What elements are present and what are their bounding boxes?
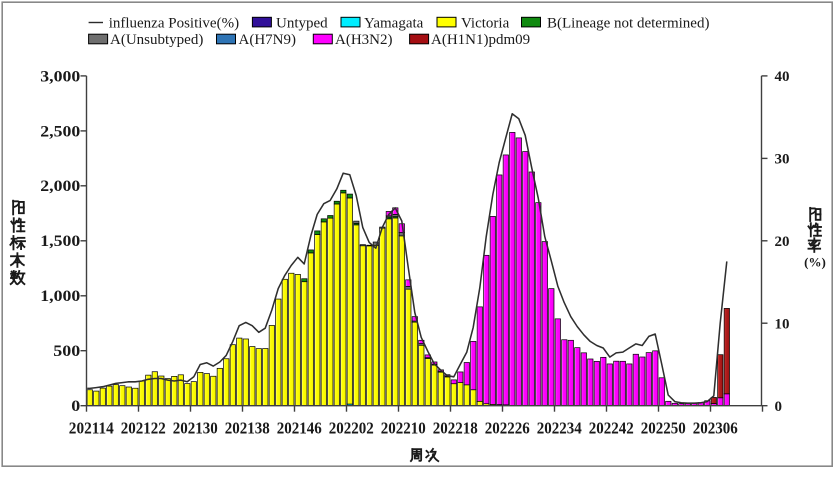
svg-text:2,500: 2,500 bbox=[40, 123, 80, 140]
svg-text:influenza Positive(%): influenza Positive(%) bbox=[109, 15, 239, 31]
svg-text:202242: 202242 bbox=[589, 419, 634, 438]
svg-text:202210: 202210 bbox=[381, 419, 426, 438]
svg-text:3,000: 3,000 bbox=[40, 68, 80, 85]
svg-text:20: 20 bbox=[775, 234, 790, 250]
svg-text:10: 10 bbox=[775, 317, 790, 333]
svg-text:202202: 202202 bbox=[329, 419, 374, 438]
svg-text:0: 0 bbox=[71, 398, 80, 415]
svg-text:A(H7N9): A(H7N9) bbox=[239, 32, 297, 48]
svg-text:202250: 202250 bbox=[641, 419, 686, 438]
svg-text:40: 40 bbox=[775, 69, 790, 85]
svg-text:Victoria: Victoria bbox=[461, 15, 510, 31]
svg-text:500: 500 bbox=[53, 343, 80, 360]
svg-text:2,000: 2,000 bbox=[40, 178, 80, 195]
svg-text:202138: 202138 bbox=[225, 419, 270, 438]
svg-text:A(H3N2): A(H3N2) bbox=[335, 32, 393, 48]
svg-text:202122: 202122 bbox=[121, 419, 166, 438]
svg-text:202226: 202226 bbox=[485, 419, 530, 438]
svg-text:202114: 202114 bbox=[69, 419, 114, 438]
svg-text:30: 30 bbox=[775, 152, 790, 168]
svg-text:0: 0 bbox=[775, 399, 783, 415]
svg-text:A(H1N1)pdm09: A(H1N1)pdm09 bbox=[431, 32, 530, 48]
svg-text:Untyped: Untyped bbox=[276, 15, 328, 31]
svg-text:1,000: 1,000 bbox=[40, 288, 80, 305]
svg-text:1,500: 1,500 bbox=[40, 233, 80, 250]
svg-text:202146: 202146 bbox=[277, 419, 322, 438]
svg-text:B(Lineage not determined): B(Lineage not determined) bbox=[547, 15, 709, 31]
svg-text:202234: 202234 bbox=[537, 419, 582, 438]
svg-text:A(Unsubtyped): A(Unsubtyped) bbox=[110, 32, 203, 48]
svg-text:Yamagata: Yamagata bbox=[364, 15, 424, 31]
svg-text:202218: 202218 bbox=[433, 419, 478, 438]
svg-text:(%): (%) bbox=[804, 255, 826, 270]
svg-text:202130: 202130 bbox=[173, 419, 218, 438]
svg-text:202306: 202306 bbox=[693, 419, 738, 438]
